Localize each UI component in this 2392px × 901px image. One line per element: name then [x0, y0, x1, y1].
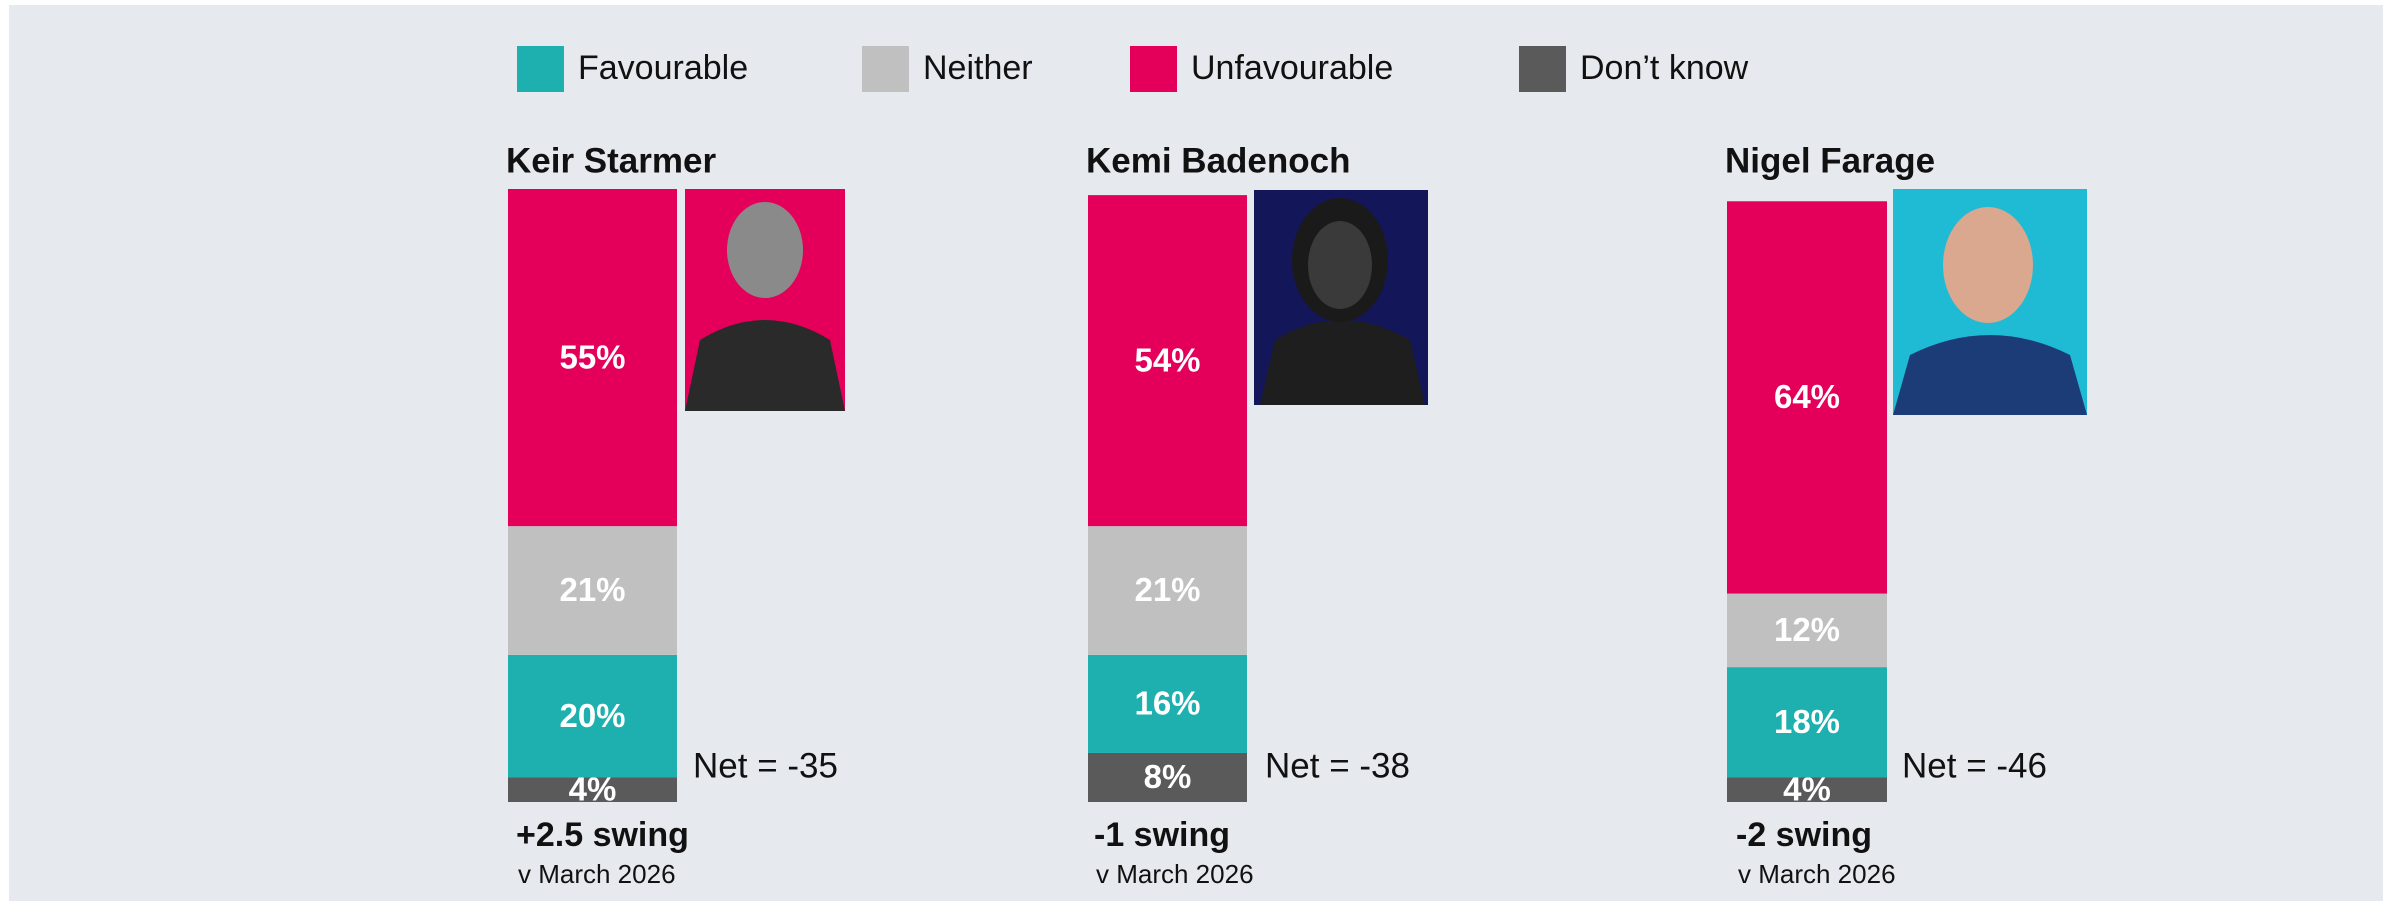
net-label: Net = -46 — [1902, 746, 2047, 785]
legend-label: Neither — [923, 49, 1033, 87]
legend-label: Don’t know — [1580, 49, 1749, 87]
value-label: 21% — [559, 571, 625, 608]
swing-note: v March 2026 — [518, 859, 676, 889]
legend-swatch — [1130, 46, 1177, 92]
photo-farage — [1893, 189, 2087, 415]
legend-label: Unfavourable — [1191, 49, 1393, 87]
legend-swatch — [862, 46, 909, 92]
value-label: 18% — [1774, 703, 1840, 740]
value-label: 54% — [1134, 341, 1200, 378]
candidate-name: Kemi Badenoch — [1086, 141, 1351, 180]
swing-note: v March 2026 — [1096, 859, 1254, 889]
legend-swatch — [1519, 46, 1566, 92]
net-label: Net = -35 — [693, 746, 838, 785]
chart: Favourable Neither Unfavourable Don’t know K… — [0, 0, 2392, 901]
legend-label: Favourable — [578, 49, 748, 87]
value-label: 21% — [1134, 571, 1200, 608]
value-label: 16% — [1134, 685, 1200, 722]
photo-badenoch — [1254, 190, 1428, 405]
value-label: 64% — [1774, 378, 1840, 415]
value-label: 20% — [559, 697, 625, 734]
candidate-name: Keir Starmer — [506, 141, 716, 180]
candidate-name: Nigel Farage — [1725, 141, 1935, 180]
swing-label: +2.5 swing — [516, 816, 689, 854]
value-label: 8% — [1144, 758, 1192, 795]
value-label: 55% — [559, 338, 625, 375]
swing-note: v March 2026 — [1738, 859, 1896, 889]
net-label: Net = -38 — [1265, 746, 1410, 785]
legend-swatch — [517, 46, 564, 92]
photo-starmer — [685, 189, 845, 411]
swing-label: -1 swing — [1094, 816, 1230, 854]
value-label: 12% — [1774, 611, 1840, 648]
swing-label: -2 swing — [1736, 816, 1872, 854]
